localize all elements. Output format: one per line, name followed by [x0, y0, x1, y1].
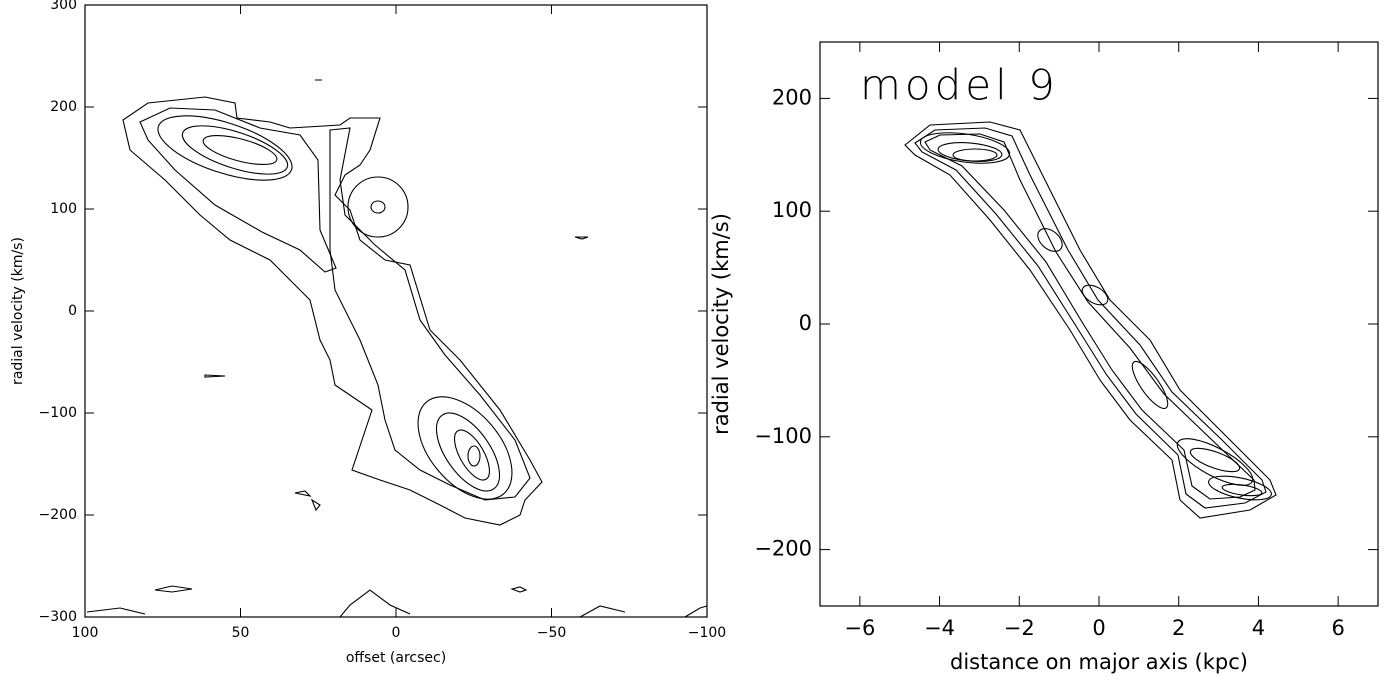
contour — [181, 125, 289, 175]
y-tick-label: 200 — [50, 99, 77, 115]
y-tick-label: 100 — [50, 201, 77, 217]
x-tick-label: −2 — [1004, 616, 1035, 640]
contour — [157, 115, 293, 181]
contour — [924, 133, 1256, 500]
plot-frame — [819, 41, 1379, 607]
x-tick-label: 6 — [1331, 616, 1344, 640]
x-tick-label: −50 — [537, 625, 567, 641]
annotation: model 9 — [860, 61, 1059, 110]
contour — [919, 132, 1011, 164]
contour — [904, 121, 1277, 519]
contour — [417, 396, 513, 500]
contour — [1221, 483, 1263, 497]
contour — [329, 127, 531, 501]
contour — [467, 445, 481, 467]
x-tick-label: −6 — [844, 616, 875, 640]
contour — [1131, 360, 1169, 410]
contours-left — [86, 79, 708, 618]
y-tick-label: −300 — [39, 609, 77, 625]
contour — [454, 429, 490, 481]
plot-frame — [84, 4, 708, 618]
x-tick-label: 50 — [232, 625, 250, 641]
y-tick-label: 300 — [50, 0, 77, 13]
contour — [139, 107, 337, 273]
x-tick-label: 100 — [72, 625, 99, 641]
contour — [1176, 438, 1254, 486]
y-tick-label: 0 — [799, 311, 812, 335]
x-tick-label: 0 — [392, 625, 401, 641]
y-tick-label: −100 — [754, 424, 812, 448]
contours-right — [904, 121, 1277, 519]
contour — [435, 412, 501, 492]
y-tick-label: −100 — [39, 405, 77, 421]
contour — [1208, 475, 1272, 501]
contour — [1037, 228, 1063, 252]
contour — [347, 176, 409, 238]
contour — [370, 200, 386, 214]
y-axis-label: radial velocity (km/s) — [10, 237, 26, 385]
y-tick-label: 200 — [772, 85, 812, 109]
contour — [914, 127, 1267, 509]
contour — [1189, 447, 1241, 473]
x-axis-label: offset (arcsec) — [346, 650, 446, 666]
x-tick-label: 4 — [1252, 616, 1265, 640]
x-axis-label: distance on major axis (kpc) — [950, 650, 1248, 674]
y-tick-label: 100 — [772, 198, 812, 222]
contour — [202, 134, 278, 166]
x-tick-label: 0 — [1092, 616, 1105, 640]
x-tick-label: 2 — [1172, 616, 1185, 640]
y-tick-label: −200 — [754, 537, 812, 561]
y-tick-label: −200 — [39, 507, 77, 523]
x-tick-label: −100 — [688, 625, 726, 641]
x-tick-label: −4 — [924, 616, 955, 640]
y-tick-label: 0 — [68, 303, 77, 319]
contour — [952, 148, 998, 162]
y-axis-label: radial velocity (km/s) — [709, 213, 733, 435]
contour — [1081, 284, 1109, 306]
contour — [122, 96, 543, 526]
contour — [86, 79, 708, 618]
